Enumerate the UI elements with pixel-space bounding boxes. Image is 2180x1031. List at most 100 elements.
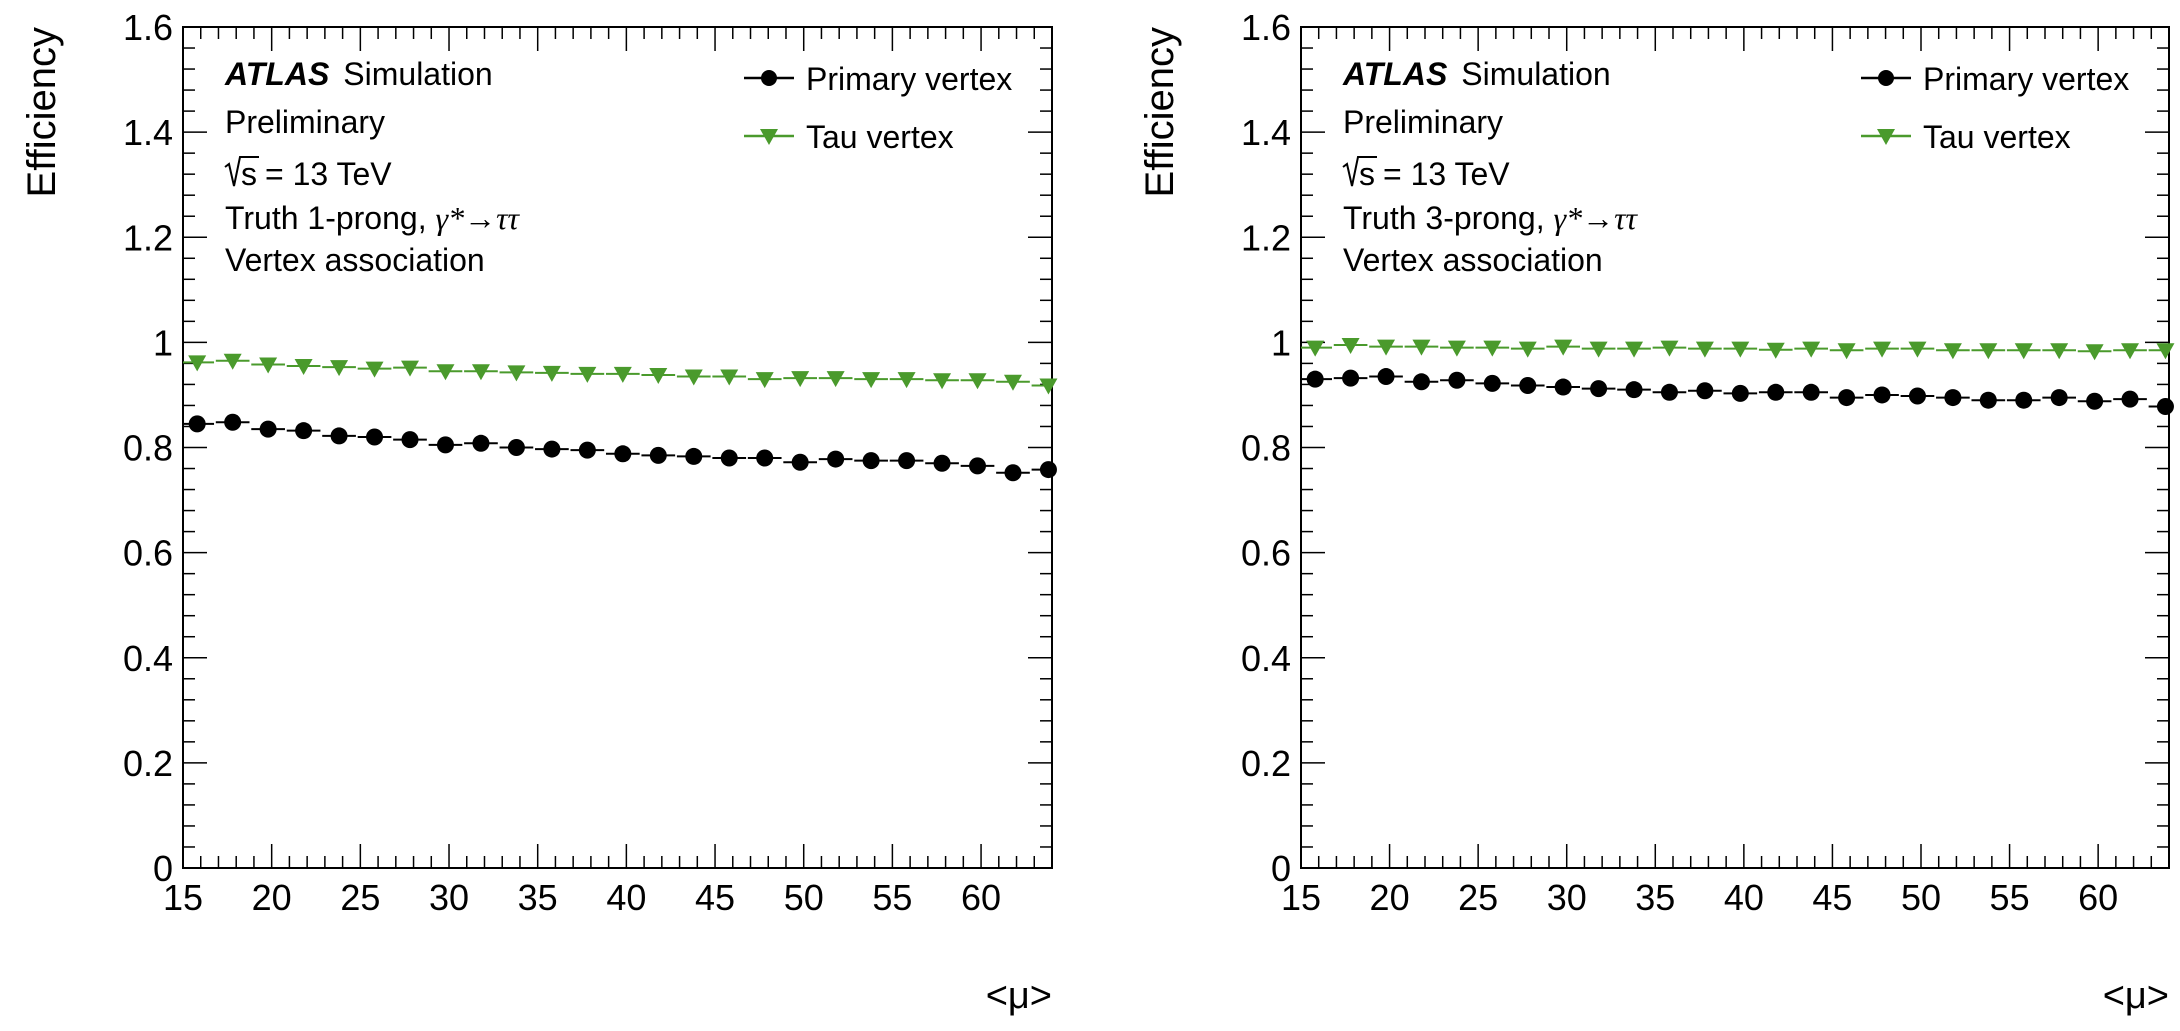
sqrt-s-label: s xyxy=(241,156,257,192)
x-tick-label: 50 xyxy=(1901,877,1941,918)
selection-label: Vertex association xyxy=(1343,242,1603,278)
x-tick-label: 55 xyxy=(1990,877,2030,918)
data-point xyxy=(791,453,809,471)
data-point xyxy=(1731,341,1750,358)
y-tick-label: 0.8 xyxy=(1241,428,1291,469)
data-point xyxy=(1979,391,1997,409)
data-point xyxy=(1625,381,1643,399)
legend-label: Primary vertex xyxy=(806,61,1012,97)
selection-label: Vertex association xyxy=(225,242,485,278)
x-minor-ticks xyxy=(1300,27,2170,868)
data-point xyxy=(1837,343,1856,360)
data-point xyxy=(1554,339,1573,356)
data-point xyxy=(649,446,667,464)
data-point xyxy=(471,364,490,381)
y-tick-label: 0.8 xyxy=(123,428,173,469)
data-point xyxy=(1590,380,1608,398)
data-point xyxy=(1802,383,1820,401)
atlas-word: ATLAS xyxy=(1342,56,1448,92)
data-point xyxy=(2085,344,2104,361)
data-point xyxy=(1943,343,1962,360)
atlas-label: ATLAS Simulation xyxy=(224,56,493,92)
x-tick-label: 55 xyxy=(872,877,912,918)
data-point xyxy=(507,439,525,456)
data-point xyxy=(1003,374,1022,391)
data-point xyxy=(1695,341,1714,358)
data-point xyxy=(224,413,242,431)
legend-marker-triangle xyxy=(1877,129,1895,145)
data-point xyxy=(862,452,880,470)
x-tick-label: 25 xyxy=(1458,877,1498,918)
data-point xyxy=(1004,464,1022,482)
data-point xyxy=(2050,343,2069,360)
data-point xyxy=(826,371,845,388)
data-point xyxy=(2121,390,2139,408)
data-point xyxy=(188,355,207,372)
y-tick-label: 0 xyxy=(1271,848,1291,889)
data-point xyxy=(188,415,206,433)
data-point xyxy=(1448,371,1466,389)
x-tick-label: 45 xyxy=(1812,877,1852,918)
data-point xyxy=(259,420,277,438)
data-point xyxy=(1518,341,1537,358)
data-point xyxy=(1306,370,1324,388)
data-point xyxy=(2156,398,2174,416)
data-point xyxy=(1979,343,1998,360)
data-point xyxy=(2121,343,2140,360)
x-tick-label: 25 xyxy=(340,877,380,918)
data-point xyxy=(1412,373,1430,391)
data-point xyxy=(1341,338,1360,355)
data-point xyxy=(756,449,774,467)
y-axis-title: Efficiency xyxy=(20,27,64,197)
data-point xyxy=(401,431,419,449)
data-point xyxy=(542,365,561,382)
data-point xyxy=(614,445,632,463)
chart-panel-1: 15 20 25 30 35 40 45 50 55 60 0 0.2 0.4 0.6 0.8 1 1.2 1.4… xyxy=(20,7,1058,1017)
data-point xyxy=(365,361,384,378)
x-tick-label: 40 xyxy=(606,877,646,918)
legend-entry: Tau vertex xyxy=(744,119,954,155)
data-point xyxy=(1767,383,1785,401)
x-tick-label: 35 xyxy=(518,877,558,918)
x-tick-label: 50 xyxy=(784,877,824,918)
data-point xyxy=(1377,368,1395,386)
data-point xyxy=(1944,389,1962,407)
data-point xyxy=(1625,341,1644,358)
data-point xyxy=(2015,391,2033,409)
y-tick-label: 0 xyxy=(153,848,173,889)
data-point xyxy=(897,372,916,389)
data-point xyxy=(684,369,703,386)
series-tau-vertex xyxy=(1301,338,2175,361)
legend-entry: Primary vertex xyxy=(1861,61,2129,97)
data-point xyxy=(436,364,455,381)
x-tick-label: 20 xyxy=(252,877,292,918)
series-primary-vertex xyxy=(1301,368,2174,416)
data-point xyxy=(1908,341,1927,358)
data-point xyxy=(1039,461,1057,479)
y-tick-label: 1.6 xyxy=(123,7,173,48)
data-point xyxy=(1483,340,1502,357)
y-tick-label: 1 xyxy=(1271,322,1291,363)
data-point xyxy=(1660,383,1678,401)
simulation-word: Simulation xyxy=(1461,56,1610,92)
data-point xyxy=(330,427,348,445)
data-point xyxy=(862,372,881,389)
data-point xyxy=(507,365,526,382)
legend-label: Tau vertex xyxy=(806,119,954,155)
y-tick-label: 0.2 xyxy=(123,743,173,784)
data-point xyxy=(2050,389,2068,407)
process-text: γ*→ττ xyxy=(435,200,520,236)
energy-label: = 13 TeV xyxy=(1383,156,1510,192)
data-point xyxy=(1838,389,1856,407)
truth-text: Truth 1-prong, xyxy=(225,200,435,236)
data-point xyxy=(436,436,454,454)
data-point xyxy=(472,434,490,452)
truth-text: Truth 3-prong, xyxy=(1343,200,1553,236)
legend-entry: Tau vertex xyxy=(1861,119,2071,155)
data-point xyxy=(898,452,916,470)
data-point xyxy=(1412,339,1431,356)
legend-label: Primary vertex xyxy=(1923,61,2129,97)
data-point xyxy=(791,371,810,388)
data-point xyxy=(1589,341,1608,358)
